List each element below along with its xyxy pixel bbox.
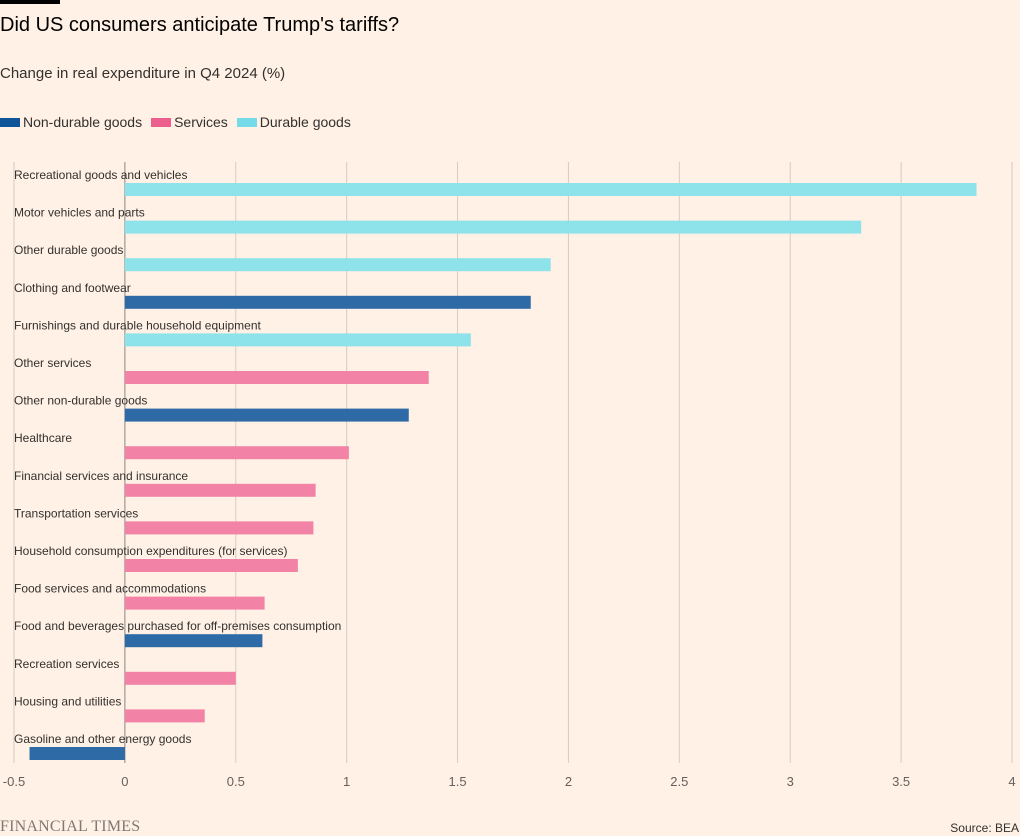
bar — [29, 747, 125, 760]
bar — [124, 295, 531, 309]
legend-item-non-durable: Non-durable goods — [0, 114, 142, 130]
bar — [124, 333, 471, 347]
bar — [124, 521, 314, 535]
legend-swatch-non-durable — [0, 117, 20, 127]
top-accent-bar — [0, 0, 60, 4]
category-label: Food services and accommodations — [14, 582, 206, 596]
x-tick-label: 2.5 — [670, 774, 688, 789]
category-label: Food and beverages purchased for off-pre… — [14, 619, 341, 633]
category-label: Housing and utilities — [14, 694, 121, 708]
bar — [124, 408, 409, 422]
category-label: Motor vehicles and parts — [14, 206, 145, 220]
x-tick-label: -0.5 — [3, 774, 25, 789]
x-tick-label: 0.5 — [227, 774, 245, 789]
bar — [124, 483, 316, 497]
x-tick-label: 3 — [787, 774, 794, 789]
bar — [124, 446, 349, 460]
legend-label-services: Services — [174, 114, 228, 130]
legend-item-durable: Durable goods — [236, 114, 351, 130]
chart-subtitle: Change in real expenditure in Q4 2024 (%… — [0, 65, 286, 82]
bar — [124, 220, 862, 234]
category-label: Transportation services — [14, 506, 138, 520]
category-label: Healthcare — [14, 431, 72, 445]
x-tick-label: 1 — [343, 774, 350, 789]
category-label: Other durable goods — [14, 243, 123, 257]
legend-label-durable: Durable goods — [259, 114, 351, 130]
bar — [124, 634, 263, 648]
bar — [124, 258, 551, 272]
category-label: Other non-durable goods — [14, 394, 147, 408]
legend-swatch-durable — [236, 117, 257, 127]
legend-label-non-durable: Non-durable goods — [23, 114, 143, 130]
category-label: Financial services and insurance — [14, 469, 188, 483]
chart-title: Did US consumers anticipate Trump's tari… — [0, 14, 400, 36]
bar — [124, 559, 298, 572]
category-label: Furnishings and durable household equipm… — [14, 318, 262, 332]
category-label: Other services — [14, 356, 91, 370]
ft-logo: FINANCIAL TIMES — [0, 818, 141, 835]
category-label: Recreational goods and vehicles — [14, 168, 187, 182]
legend: Non-durable goods Services Durable goods — [0, 114, 360, 130]
legend-item-services: Services — [151, 114, 228, 130]
bar — [124, 709, 205, 723]
x-tick-label: 4 — [1008, 774, 1015, 789]
bar — [124, 596, 265, 610]
category-label: Gasoline and other energy goods — [14, 732, 191, 746]
category-label: Household consumption expenditures (for … — [14, 544, 287, 558]
bar — [124, 183, 977, 196]
x-tick-label: 3.5 — [892, 774, 910, 789]
x-tick-label: 2 — [565, 774, 572, 789]
x-tick-label: 0 — [121, 774, 128, 789]
source-note: Source: BEA — [950, 821, 1019, 835]
legend-swatch-services — [151, 117, 172, 127]
bar — [124, 371, 429, 384]
x-tick-label: 1.5 — [449, 774, 467, 789]
category-label: Recreation services — [14, 657, 119, 671]
category-label: Clothing and footwear — [14, 281, 131, 295]
bar — [124, 671, 236, 685]
